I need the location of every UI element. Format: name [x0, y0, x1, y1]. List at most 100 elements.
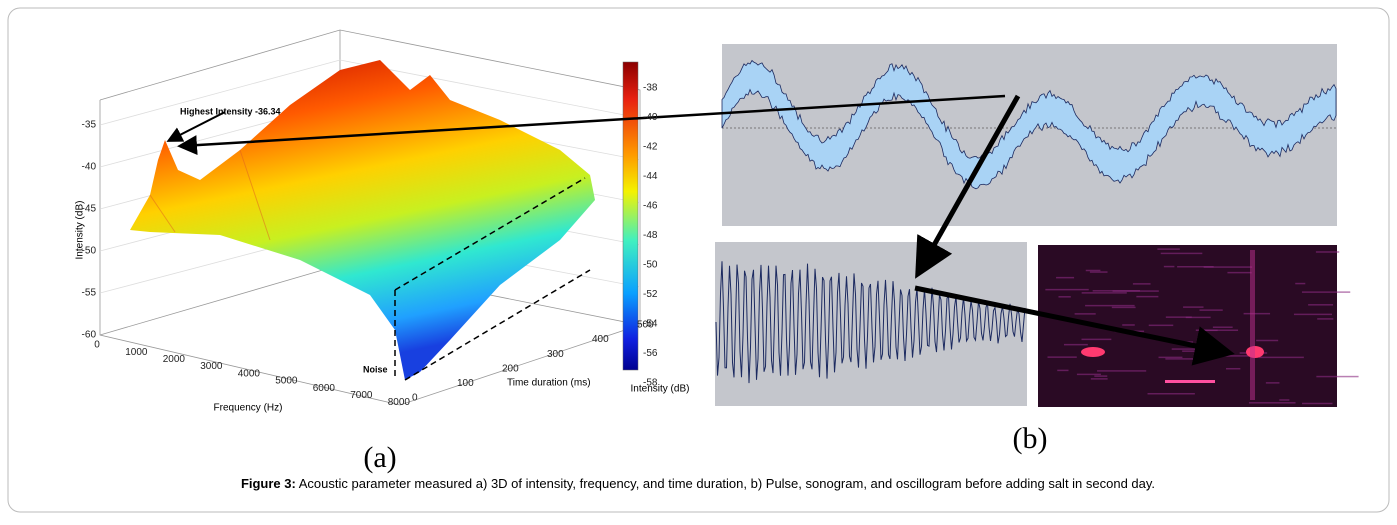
oscillogram-line	[715, 261, 1026, 384]
x-tick-label: 0	[94, 340, 100, 351]
sonogram-streak	[1316, 375, 1359, 378]
sonogram-streak	[1136, 295, 1159, 298]
colorbar-label: Intensity (dB)	[631, 384, 690, 395]
caption-label: Figure 3:	[241, 476, 296, 491]
colorbar-tick-label: -46	[643, 201, 658, 212]
x-tick-label: 4000	[238, 368, 261, 379]
y-tick-label: 200	[502, 363, 519, 374]
sonogram-streak	[1302, 402, 1333, 405]
z-axis-label: Intensity (dB)	[75, 201, 86, 260]
sonogram-streak	[1199, 309, 1223, 311]
sonogram-streak	[1047, 356, 1077, 358]
surface-fold	[149, 149, 271, 241]
link-arrow	[177, 94, 1006, 156]
sonogram-streak	[1089, 271, 1108, 273]
noise-label: Noise	[363, 364, 388, 374]
link-arrow	[914, 285, 1235, 366]
x-tick-label: 6000	[313, 383, 336, 394]
colorbar-tick-label: -52	[643, 289, 658, 300]
pulse-panel	[722, 44, 1337, 226]
sonogram-streak	[1157, 248, 1180, 250]
z-tick-label: -55	[82, 288, 97, 299]
sonogram-streak	[1183, 306, 1204, 308]
pulse-wave	[721, 59, 1337, 190]
sonogram-streak	[1085, 304, 1135, 307]
sonogram-streak	[1258, 356, 1304, 359]
colorbar-tick-label: -54	[643, 319, 658, 330]
panel-label: (b)	[1013, 422, 1048, 455]
z-tick-label: -60	[82, 330, 97, 341]
colorbar-tick-label: -56	[643, 348, 658, 359]
sonogram-streak	[1147, 392, 1195, 395]
y-tick-label: 100	[457, 378, 474, 389]
sonogram-streak	[1081, 292, 1127, 294]
y-tick-label: 0	[412, 393, 418, 404]
sonogram-streak	[1045, 288, 1089, 291]
sonogram-streak	[1132, 283, 1151, 285]
oscillogram-panel	[715, 242, 1027, 406]
sonogram-streak	[1081, 338, 1112, 341]
caption: Figure 3: Acoustic parameter measured a)…	[241, 476, 1155, 491]
x-tick-label: 1000	[125, 347, 148, 358]
colorbar-tick-label: -40	[643, 112, 658, 123]
sonogram-streak	[1185, 316, 1211, 319]
sonogram-streak	[1165, 316, 1192, 318]
sonogram-streak	[1163, 265, 1175, 268]
sonogram-streak	[1215, 355, 1253, 357]
y-tick-label: 400	[592, 334, 609, 345]
colorbar-tick-label: -44	[643, 171, 658, 182]
caption-text: Acoustic parameter measured a) 3D of int…	[299, 476, 1155, 491]
sonogram-streak	[1203, 266, 1253, 268]
sonogram-streak	[1171, 348, 1197, 350]
sonogram-streak	[1056, 276, 1075, 279]
sonogram-streak	[1158, 356, 1183, 359]
x-tick-label: 5000	[275, 376, 298, 387]
sonogram-streak	[1097, 370, 1147, 372]
sonogram-streak	[1074, 313, 1096, 315]
x-tick-label: 2000	[163, 354, 186, 365]
colorbar-tick-label: -48	[643, 230, 658, 241]
sonogram-streak	[1057, 369, 1069, 372]
sonogram-streak	[1111, 306, 1136, 309]
oscillogram-wave	[715, 261, 1026, 384]
sonogram-streak	[1256, 339, 1279, 342]
sonogram-streak	[1177, 265, 1214, 268]
z-tick-label: -40	[82, 162, 97, 173]
sonogram-streak	[1058, 296, 1071, 298]
sonogram-streak	[1202, 329, 1218, 332]
surface	[130, 60, 595, 380]
z-tick-label: -50	[82, 246, 97, 257]
sonogram-spot	[1081, 347, 1105, 357]
annotation: Highest Intensity -36.34	[180, 106, 281, 116]
x-tick-label: 7000	[350, 390, 373, 401]
sonogram-streak	[1212, 326, 1233, 328]
sonogram-streak	[1243, 312, 1271, 315]
sonogram-streak	[1250, 250, 1255, 400]
sonogram-streak	[1160, 252, 1203, 255]
z-tick-label: -45	[82, 204, 97, 215]
noise-box	[394, 177, 591, 381]
sonogram-streak	[1301, 291, 1351, 293]
sonogram-streak	[1226, 367, 1241, 370]
sonogram-streak	[1317, 318, 1334, 320]
sonogram-streak	[1122, 324, 1135, 326]
sonogram-streak	[1112, 290, 1159, 292]
x-tick-label: 3000	[200, 361, 223, 372]
sonogram-streak	[1293, 313, 1333, 316]
x-axis-label: Frequency (Hz)	[214, 403, 283, 414]
link-arrow	[915, 94, 1021, 279]
sonogram-streak	[1315, 251, 1340, 253]
sonogram-streak	[1165, 358, 1205, 360]
colorbar-tick-label: -50	[643, 260, 658, 271]
sonogram-streak	[1295, 282, 1306, 285]
sonogram-streak	[1148, 324, 1174, 327]
sonogram-streak	[1094, 375, 1108, 377]
y-tick-label: 300	[547, 349, 564, 360]
colorbar	[622, 61, 639, 371]
sonogram-streak	[1265, 382, 1280, 384]
sonogram-streak	[1063, 343, 1088, 346]
panel-label: (a)	[363, 441, 396, 474]
sonogram-streak	[1227, 271, 1252, 274]
y-axis-label: Time duration (ms)	[507, 378, 591, 389]
